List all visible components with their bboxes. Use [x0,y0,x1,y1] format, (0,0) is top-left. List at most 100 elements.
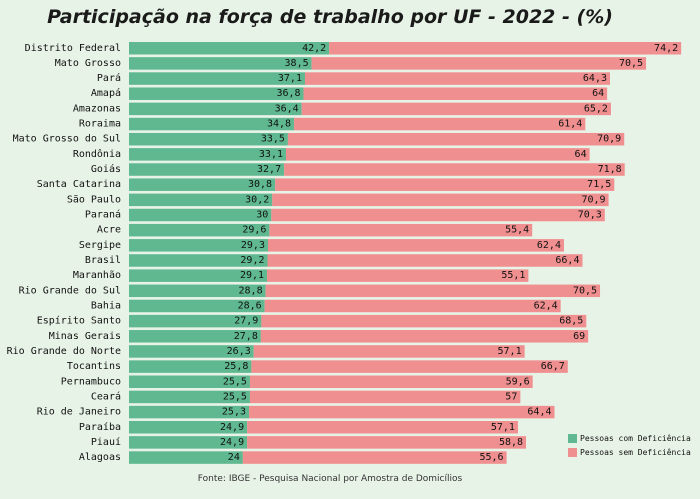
bar-com-deficiencia [129,360,252,373]
value-label-com: 29,3 [241,240,265,251]
category-label: Amapá [91,87,121,99]
bar-sem-deficiencia [287,132,625,146]
value-label-com: 27,8 [234,331,258,342]
value-label-sem: 71,8 [598,164,622,175]
bar-com-deficiencia [129,72,305,85]
value-label-sem: 59,6 [506,376,530,387]
value-label-sem: 57,1 [498,346,522,357]
value-label-com: 29,1 [240,270,264,281]
bar-sem-deficiencia [269,223,533,237]
category-label: Sergipe [79,240,121,251]
category-label: Paraná [85,209,121,221]
value-label-com: 27,9 [234,316,258,327]
value-label-sem: 70,5 [573,285,597,296]
value-label-sem: 57,1 [491,422,515,433]
category-label: Piauí [91,436,121,448]
category-label: Distrito Federal [25,43,121,54]
bar-com-deficiencia [129,436,248,449]
value-label-sem: 58,8 [499,437,523,448]
bar-sem-deficiencia [275,178,615,191]
category-label: Rio de Janeiro [37,407,121,418]
bar-sem-deficiencia [267,269,529,282]
legend-item-sem: Pessoas sem Deficiência [568,448,691,457]
bar-com-deficiencia [129,193,273,207]
bar-sem-deficiencia [284,163,625,176]
value-label-com: 42,2 [302,43,326,54]
value-label-sem: 71,5 [587,179,611,190]
value-label-sem: 64,3 [583,73,607,84]
bar-com-deficiencia [129,421,248,434]
bar-com-deficiencia [129,148,287,161]
value-label-sem: 64 [592,88,604,99]
value-label-com: 36,8 [276,88,300,99]
chart-title: Participação na força de trabalho por UF… [47,6,613,28]
value-label-com: 24,9 [220,422,244,433]
legend-label-com: Pessoas com Deficiência [580,434,691,443]
legend-label-sem: Pessoas sem Deficiência [580,448,691,457]
value-label-sem: 66,4 [555,255,579,266]
bar-com-deficiencia [129,208,272,222]
category-label: Ceará [91,390,121,402]
category-label: Goiás [91,163,121,175]
bar-sem-deficiencia [304,72,610,85]
bar-sem-deficiencia [251,360,568,373]
category-label: Acre [97,225,121,236]
bar-com-deficiencia [129,345,254,358]
source-note: Fonte: IBGE - Pesquisa Nacional por Amos… [197,474,463,484]
value-label-sem: 69 [573,331,585,342]
value-label-sem: 62,4 [537,240,561,251]
bar-sem-deficiencia [294,117,586,131]
value-label-com: 29,2 [240,255,264,266]
value-label-sem: 65,2 [584,103,608,114]
category-label: Pernambuco [61,376,121,387]
value-label-com: 30 [256,210,268,221]
category-label: Roraima [79,119,121,130]
bar-com-deficiencia [129,451,243,464]
bar-sem-deficiencia [261,314,587,328]
value-label-sem: 55,6 [479,452,503,463]
bar-sem-deficiencia [301,102,611,116]
value-label-com: 37,1 [278,73,302,84]
bar-com-deficiencia [129,330,261,343]
bar-sem-deficiencia [249,390,521,404]
category-label: Mato Grosso do Sul [13,134,121,145]
category-label: Pará [97,72,121,84]
value-label-com: 25,5 [223,391,247,402]
bar-com-deficiencia [129,254,268,267]
category-label: Minas Gerais [49,331,121,342]
category-label: São Paulo [67,194,121,205]
value-label-sem: 70,9 [597,134,621,145]
category-label: Brasil [85,255,121,266]
bar-sem-deficiencia [247,421,518,434]
category-label: Rio Grande do Sul [19,285,121,296]
bar-com-deficiencia [129,284,266,298]
value-label-com: 28,8 [239,285,263,296]
category-label: Alagoas [79,452,121,463]
bar-com-deficiencia [129,405,250,419]
category-label: Rio Grande do Norte [7,346,121,357]
bar-sem-deficiencia [264,299,561,313]
category-label: Bahia [91,300,121,311]
category-label: Espírito Santo [37,315,121,327]
legend-swatch-sem [568,448,577,457]
value-label-sem: 64,4 [527,407,551,418]
category-label: Amazonas [73,103,121,114]
category-label: Rondônia [73,148,121,160]
bar-sem-deficiencia [286,148,590,161]
value-label-com: 36,4 [275,103,299,114]
legend-item-com: Pessoas com Deficiência [568,434,691,443]
bar-com-deficiencia [129,375,250,389]
value-label-com: 30,8 [248,179,272,190]
value-label-com: 33,1 [259,149,283,160]
bar-com-deficiencia [129,163,285,176]
value-label-sem: 57 [505,391,517,402]
bar-com-deficiencia [129,57,312,70]
value-label-sem: 55,4 [505,225,529,236]
bar-com-deficiencia [129,223,270,237]
bar-com-deficiencia [129,239,268,252]
value-label-com: 34,8 [267,119,291,130]
value-label-sem: 66,7 [541,361,565,372]
legend-swatch-com [568,434,577,443]
value-label-com: 25,8 [224,361,248,372]
